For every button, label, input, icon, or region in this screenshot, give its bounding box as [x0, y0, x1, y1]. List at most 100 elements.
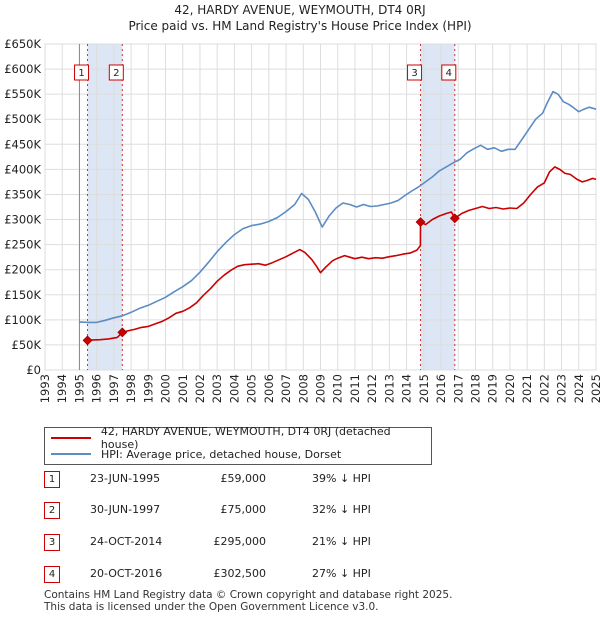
sale-hpi-diff: 32% ↓ HPI: [312, 503, 371, 516]
sale-price: £59,000: [220, 472, 267, 485]
sale-marker: [82, 335, 93, 346]
legend-swatch-hpi: [51, 453, 91, 455]
sale-row: 3 24-OCT-2014 £295,000 21% ↓ HPI: [44, 534, 464, 551]
x-tick-label: 2008: [296, 374, 310, 403]
sale-price: £302,500: [213, 567, 267, 580]
x-tick-label: 2020: [503, 374, 517, 403]
y-tick-label: £250K: [4, 238, 41, 252]
sale-date: 23-JUN-1995: [90, 472, 161, 485]
x-tick-label: 2017: [451, 374, 465, 403]
y-tick-label: £450K: [4, 137, 41, 151]
x-tick-label: 2014: [400, 374, 414, 403]
x-tick-label: 2012: [365, 374, 379, 403]
sale-vlines: [87, 44, 456, 370]
x-tick-label: 2007: [279, 374, 293, 403]
x-tick-label: 2011: [348, 374, 362, 403]
y-tick-label: £650K: [4, 37, 41, 51]
x-tick-label: 2005: [245, 374, 259, 403]
sale-row: 2 30-JUN-1997 £75,000 32% ↓ HPI: [44, 502, 464, 519]
legend: 42, HARDY AVENUE, WEYMOUTH, DT4 0RJ (det…: [44, 425, 432, 465]
x-tick-label: 2022: [537, 374, 551, 403]
sale-label-box: [74, 64, 90, 81]
shaded-period: [87, 44, 123, 370]
shaded-period: [420, 44, 455, 370]
sale-markers: [82, 213, 460, 346]
x-tick-label: 2002: [193, 374, 207, 403]
sale-date: 30-JUN-1997: [90, 503, 161, 516]
sale-marker: [449, 213, 460, 224]
x-tick-label: 2000: [159, 374, 173, 403]
sale-label-box: [108, 64, 124, 81]
sale-hpi-diff: 27% ↓ HPI: [312, 567, 371, 580]
hpi-line: [79, 90, 597, 324]
sale-price: £75,000: [220, 503, 267, 516]
sale-row: 4 20-OCT-2016 £302,500 27% ↓ HPI: [44, 566, 464, 583]
x-tick-label: 2010: [331, 374, 345, 403]
sale-number: 3: [44, 534, 60, 551]
x-tick-label: 2021: [520, 374, 534, 403]
sale-label-box: [441, 64, 457, 81]
sale-label-box: [407, 64, 423, 81]
sale-label: 3: [411, 68, 417, 79]
y-tick-label: £300K: [4, 213, 41, 227]
y-tick-label: £550K: [4, 87, 41, 101]
sale-hpi-diff: 39% ↓ HPI: [312, 472, 371, 485]
x-tick-label: 2025: [589, 374, 600, 403]
sale-hpi-diff: 21% ↓ HPI: [312, 535, 371, 548]
y-tick-label: £100K: [4, 313, 41, 327]
y-tick-label: £200K: [4, 263, 41, 277]
x-tick-label: 2016: [434, 374, 448, 403]
sale-price: £295,000: [213, 535, 267, 548]
sale-label: 1: [78, 68, 84, 79]
sale-number: 1: [44, 471, 60, 488]
x-tick-label: 2009: [314, 374, 328, 403]
gridlines: [44, 43, 597, 371]
x-tick-label: 2024: [572, 374, 586, 403]
axes: £0 £50K £100K £150K £200K £250K £300K £350K £400…: [4, 37, 600, 403]
x-tick-label: 2015: [417, 374, 431, 403]
legend-item-hpi: HPI: Average price, detached house, Dors…: [51, 446, 341, 462]
sale-date: 20-OCT-2016: [90, 567, 163, 580]
x-tick-label: 1995: [72, 374, 86, 403]
x-tick-label: 1996: [90, 374, 104, 403]
x-tick-label: 2004: [227, 374, 241, 403]
sale-labels: 1 2 3 4: [74, 64, 457, 81]
sale-marker: [415, 217, 426, 227]
y-tick-label: £500K: [4, 112, 41, 126]
x-tick-label: 1994: [55, 374, 69, 403]
price-chart: £0 £50K £100K £150K £200K £250K £300K £350K £400…: [4, 37, 600, 403]
sale-date: 24-OCT-2014: [90, 535, 163, 548]
property-price-line: [87, 166, 597, 342]
footer-copyright: Contains HM Land Registry data © Crown c…: [44, 589, 453, 601]
sale-label: 2: [113, 68, 119, 79]
x-tick-label: 1997: [107, 374, 121, 403]
x-tick-label: 2003: [210, 374, 224, 403]
y-tick-label: £150K: [4, 288, 41, 302]
x-tick-label: 2018: [468, 374, 482, 403]
sale-row: 1 23-JUN-1995 £59,000 39% ↓ HPI: [44, 471, 464, 488]
y-tick-label: £350K: [4, 187, 41, 201]
sale-label: 4: [446, 68, 452, 79]
sale-marker: [117, 327, 128, 338]
x-tick-label: 2001: [176, 374, 190, 403]
sale-number: 4: [44, 566, 60, 583]
footer-licence: This data is licensed under the Open Gov…: [44, 601, 379, 613]
legend-swatch-property: [51, 437, 91, 439]
y-tick-label: £400K: [4, 162, 41, 176]
x-tick-label: 1998: [124, 374, 138, 403]
y-tick-label: £0: [26, 363, 41, 377]
x-tick-label: 1999: [141, 374, 155, 403]
chart-subtitle: Price paid vs. HM Land Registry's House …: [128, 19, 472, 33]
legend-label-hpi: HPI: Average price, detached house, Dors…: [101, 447, 342, 461]
x-tick-label: 2006: [262, 374, 276, 403]
sale-number: 2: [44, 502, 60, 519]
y-tick-label: £50K: [12, 338, 42, 352]
legend-item-property: 42, HARDY AVENUE, WEYMOUTH, DT4 0RJ (det…: [51, 425, 431, 451]
legend-label-property: 42, HARDY AVENUE, WEYMOUTH, DT4 0RJ (det…: [100, 425, 391, 451]
x-tick-label: 2019: [486, 374, 500, 403]
y-tick-label: £600K: [4, 62, 41, 76]
x-tick-label: 2013: [382, 374, 396, 403]
sale-shading: [87, 44, 455, 370]
chart-title: 42, HARDY AVENUE, WEYMOUTH, DT4 0RJ: [174, 3, 426, 17]
x-tick-label: 2023: [555, 374, 569, 403]
